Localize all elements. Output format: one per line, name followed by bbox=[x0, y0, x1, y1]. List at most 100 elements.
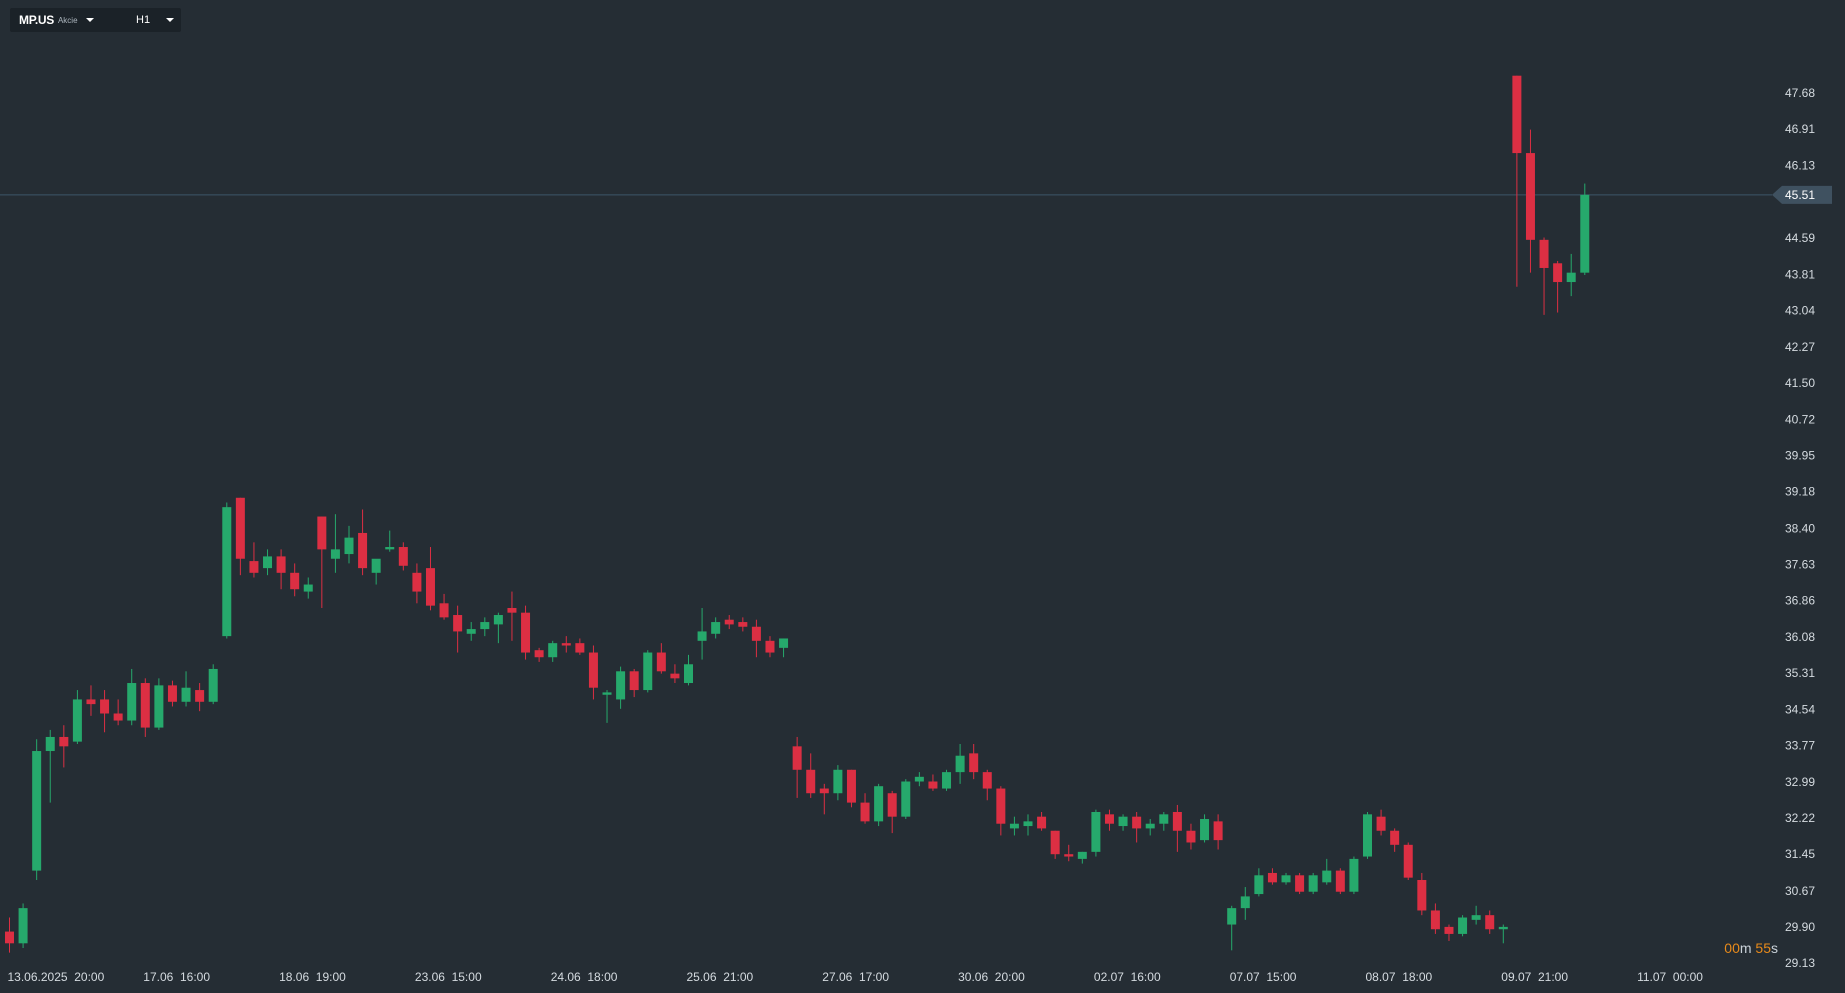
candle-body-down bbox=[235, 497, 245, 559]
candle-body-up bbox=[72, 699, 82, 742]
chart-toolbar: MP.US Akcie H1 bbox=[10, 8, 181, 32]
x-tick-label: 13.06.2025 20:00 bbox=[8, 970, 105, 984]
candle-body-down bbox=[276, 556, 286, 573]
candle-body-down bbox=[1213, 821, 1223, 841]
candle-body-up bbox=[942, 772, 952, 789]
x-tick-label: 17.06 16:00 bbox=[143, 970, 210, 984]
bar-countdown: 00m 55s bbox=[1724, 940, 1778, 956]
candle-body-down bbox=[887, 793, 897, 817]
candle-body-up bbox=[1091, 811, 1101, 852]
candle-body-down bbox=[656, 652, 666, 672]
y-tick-label: 37.63 bbox=[1785, 557, 1815, 571]
candle-body-down bbox=[1132, 816, 1142, 829]
candle-body-down bbox=[1485, 915, 1495, 930]
candle-body-down bbox=[1037, 816, 1047, 829]
candle-body-up bbox=[1498, 926, 1508, 930]
candle-body-down bbox=[629, 671, 639, 691]
x-tick-label: 27.06 17:00 bbox=[822, 970, 889, 984]
y-tick-label: 39.95 bbox=[1785, 449, 1815, 463]
candle-body-up bbox=[1145, 823, 1155, 829]
current-price-label: 45.51 bbox=[1785, 188, 1815, 202]
candle-body-up bbox=[127, 683, 137, 721]
y-tick-label: 46.13 bbox=[1785, 159, 1815, 173]
candle-body-down bbox=[1417, 879, 1427, 911]
candle-body-up bbox=[711, 622, 721, 634]
candle-body-down bbox=[1430, 910, 1440, 930]
candle-body-up bbox=[1471, 915, 1481, 920]
y-tick-label: 44.59 bbox=[1785, 231, 1815, 245]
candle-body-up bbox=[208, 668, 218, 702]
candle-body-up bbox=[1458, 917, 1468, 934]
candle-body-down bbox=[358, 532, 368, 569]
candle-body-down bbox=[792, 746, 802, 770]
y-tick-label: 32.99 bbox=[1785, 775, 1815, 789]
candle-body-up bbox=[466, 629, 476, 634]
y-tick-label: 32.22 bbox=[1785, 811, 1815, 825]
candle-body-up bbox=[1566, 272, 1576, 283]
candle-body-down bbox=[670, 673, 680, 679]
y-tick-label: 31.45 bbox=[1785, 847, 1815, 861]
candle-body-up bbox=[371, 558, 381, 573]
candle-body-down bbox=[1390, 830, 1400, 845]
countdown-seconds-unit: s bbox=[1771, 940, 1778, 956]
candle-body-down bbox=[969, 753, 979, 773]
candle-body-up bbox=[385, 547, 395, 550]
y-tick-label: 43.04 bbox=[1785, 304, 1815, 318]
candle-body-down bbox=[1525, 153, 1535, 240]
candle-body-down bbox=[765, 640, 775, 653]
candle-body-up bbox=[616, 671, 626, 700]
candle-body-up bbox=[1363, 814, 1372, 857]
candle-body-down bbox=[1512, 75, 1522, 154]
candle-body-up bbox=[602, 692, 612, 695]
candle-body-up bbox=[874, 786, 884, 822]
candle-body-up bbox=[643, 652, 653, 691]
candle-body-down bbox=[5, 931, 14, 944]
candle-body-up bbox=[344, 537, 354, 555]
candle-body-down bbox=[439, 603, 449, 618]
x-tick-label: 23.06 15:00 bbox=[415, 970, 482, 984]
candle-body-up bbox=[1077, 851, 1087, 859]
symbol-type-label: Akcie bbox=[57, 15, 78, 25]
candle-body-up bbox=[955, 755, 965, 773]
candle-body-up bbox=[914, 776, 924, 782]
candle-body-down bbox=[928, 781, 938, 789]
candle-body-down bbox=[1104, 814, 1114, 824]
candle-body-down bbox=[738, 622, 748, 627]
candle-body-up bbox=[1322, 870, 1332, 883]
candle-body-down bbox=[1186, 830, 1196, 843]
candle-body-down bbox=[113, 713, 123, 721]
y-tick-label: 43.81 bbox=[1785, 268, 1815, 282]
caret-down-icon bbox=[166, 18, 175, 22]
countdown-minutes: 00 bbox=[1724, 940, 1740, 956]
candle-body-down bbox=[317, 516, 327, 550]
candle-body-up bbox=[1118, 816, 1128, 827]
x-tick-label: 11.07 00:00 bbox=[1637, 970, 1703, 984]
candle-body-down bbox=[249, 561, 259, 573]
x-tick-label: 30.06 20:00 bbox=[958, 970, 1025, 984]
candle-body-up bbox=[1159, 814, 1169, 824]
timeframe-label: H1 bbox=[136, 14, 151, 26]
candle-body-up bbox=[263, 556, 273, 569]
candle-body-down bbox=[412, 572, 422, 592]
candle-body-down bbox=[425, 568, 435, 606]
candle-body-up bbox=[1240, 896, 1250, 909]
candle-body-up bbox=[181, 687, 191, 702]
candle-body-up bbox=[697, 631, 707, 641]
symbol-selector[interactable]: MP.US Akcie bbox=[10, 8, 122, 32]
candle-body-down bbox=[1376, 816, 1386, 831]
candle-body-up bbox=[1254, 875, 1264, 895]
candle-body-down bbox=[507, 607, 517, 613]
candle-body-down bbox=[521, 612, 531, 653]
candle-body-up bbox=[1308, 875, 1318, 892]
y-tick-label: 35.31 bbox=[1785, 666, 1815, 680]
y-tick-label: 29.90 bbox=[1785, 920, 1815, 934]
timeframe-selector[interactable]: H1 bbox=[122, 8, 175, 32]
countdown-minutes-unit: m bbox=[1739, 940, 1752, 956]
candle-body-down bbox=[996, 788, 1006, 824]
candle-body-down bbox=[724, 619, 734, 625]
x-tick-label: 25.06 21:00 bbox=[687, 970, 754, 984]
y-tick-label: 41.50 bbox=[1785, 376, 1815, 390]
candle-body-up bbox=[901, 781, 911, 817]
